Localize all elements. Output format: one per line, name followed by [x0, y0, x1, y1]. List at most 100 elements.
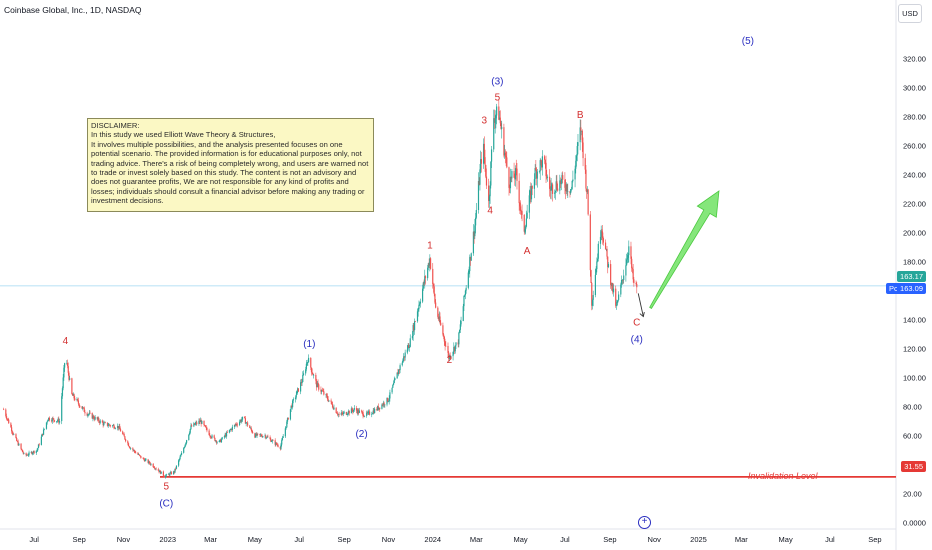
candle-body	[554, 192, 556, 194]
candle-body	[289, 409, 292, 420]
candle-body	[409, 338, 411, 347]
candle-body	[3, 409, 5, 411]
add-plus-icon[interactable]: +	[638, 516, 651, 529]
candle-body	[66, 362, 69, 367]
y-tick-label: 280.00	[903, 112, 926, 121]
candle-body	[27, 454, 29, 456]
candle-body	[30, 452, 32, 453]
candle-body	[387, 401, 390, 402]
candle-body	[82, 407, 85, 409]
candle-body	[92, 415, 94, 419]
candle-body	[77, 399, 79, 401]
candle-body	[234, 424, 236, 426]
candle-body	[535, 167, 537, 170]
candle-body	[167, 474, 170, 475]
candle-body	[503, 127, 505, 156]
candle-body	[417, 309, 419, 312]
candle-body	[264, 435, 266, 437]
candle-body	[318, 384, 320, 390]
candle-body	[413, 321, 416, 331]
candle-body	[178, 458, 180, 461]
candle-body	[254, 433, 257, 438]
candle-body	[325, 394, 327, 395]
candle-body	[495, 115, 497, 119]
candle-body	[381, 404, 383, 409]
candle-body	[274, 440, 276, 445]
candle-body	[269, 437, 271, 439]
wave-label: 5	[495, 92, 501, 103]
candle-body	[592, 295, 594, 300]
candle-body	[137, 452, 139, 455]
candle-body	[280, 444, 282, 449]
candle-body	[432, 284, 435, 287]
candle-body	[504, 152, 506, 156]
candle-body	[205, 427, 207, 428]
candle-body	[103, 422, 106, 424]
candle-body	[8, 419, 10, 424]
candle-body	[403, 356, 406, 358]
candle-body	[219, 439, 221, 441]
candle-body	[315, 374, 317, 381]
candle-body	[249, 425, 251, 429]
candle-body	[84, 411, 86, 414]
candle-body	[58, 421, 61, 423]
candle-body	[427, 263, 429, 268]
candle-body	[218, 440, 220, 443]
currency-button[interactable]: USD	[898, 4, 922, 23]
candle-body	[326, 396, 329, 400]
candle-body	[106, 422, 109, 426]
candle-body	[79, 406, 81, 407]
candle-body	[615, 304, 618, 306]
candle-body	[411, 336, 414, 339]
candle-body	[601, 231, 603, 233]
candle-body	[203, 420, 205, 426]
candle-body	[443, 334, 445, 337]
wave-label: 5	[163, 481, 169, 492]
candle-body	[530, 190, 532, 200]
candle-body	[505, 155, 507, 158]
candle-body	[241, 419, 243, 422]
wave-label: (1)	[303, 339, 315, 350]
y-tick-label: 100.00	[903, 374, 926, 383]
candle-body	[500, 123, 502, 129]
candle-body	[591, 299, 594, 306]
candle-body	[627, 255, 629, 258]
candle-body	[368, 411, 371, 415]
wave-label: (3)	[491, 76, 503, 87]
candle-body	[584, 158, 586, 170]
candle-body	[367, 411, 369, 414]
candle-body	[13, 434, 15, 435]
candle-body	[281, 437, 284, 441]
candle-body	[53, 420, 56, 422]
candle-body	[211, 435, 213, 438]
candle-body	[464, 290, 467, 296]
candle-body	[556, 181, 558, 189]
candle-body	[347, 410, 350, 414]
post-market-label: Post	[886, 283, 908, 294]
candle-body	[33, 451, 35, 454]
candle-body	[94, 417, 96, 420]
candle-body	[546, 176, 549, 178]
candle-body	[63, 367, 65, 378]
candle-body	[606, 248, 608, 257]
candle-body	[337, 413, 339, 415]
candle-body	[97, 418, 99, 420]
candle-body	[429, 258, 432, 269]
candle-body	[313, 374, 315, 376]
candle-body	[42, 429, 45, 435]
candle-body	[98, 421, 101, 423]
candle-body	[623, 275, 625, 280]
candle-body	[341, 412, 343, 414]
candle-body	[437, 307, 439, 317]
candle-body	[434, 294, 436, 303]
candle-body	[562, 175, 564, 180]
candle-body	[368, 411, 370, 413]
candle-body	[160, 471, 162, 474]
candle-body	[76, 399, 78, 401]
candle-body	[625, 265, 627, 276]
candle-body	[607, 264, 610, 268]
candle-body	[570, 189, 572, 194]
candle-body	[631, 258, 633, 269]
candle-body	[169, 473, 171, 476]
